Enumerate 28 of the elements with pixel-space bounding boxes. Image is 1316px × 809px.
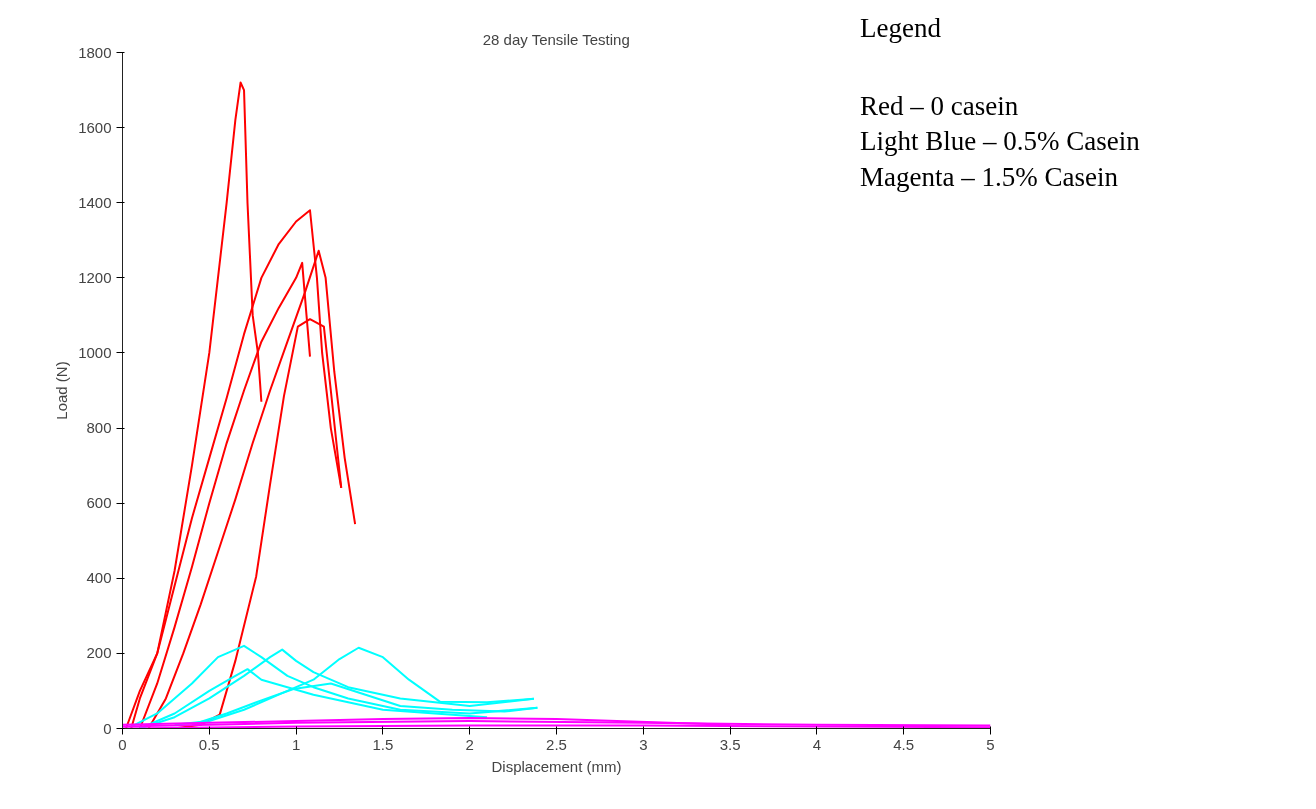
chart-title: 28 day Tensile Testing (482, 30, 630, 48)
text: Legend (860, 13, 942, 44)
y-tick-label: 1600 (78, 118, 112, 136)
y-tick-label: 1800 (78, 43, 112, 61)
y-tick-label: 1200 (78, 268, 112, 286)
x-tick-label: 5 (986, 735, 995, 753)
annotation: Magenta – 1.5% Casein (860, 162, 1119, 193)
x-tick-label: 3 (639, 735, 648, 753)
x-tick-label: 1.5 (372, 735, 394, 753)
y-tick-label: 400 (86, 569, 112, 587)
x-tick-label: 4 (812, 735, 822, 753)
y-tick-label: 1000 (78, 343, 112, 361)
x-tick-label: 2 (465, 735, 474, 753)
y-tick-label: 800 (86, 419, 112, 437)
x-tick-label: 2.5 (546, 735, 567, 753)
x-tick-label: 0.5 (198, 735, 220, 753)
y-tick-label: 600 (86, 494, 112, 512)
annotation: Light Blue – 0.5% Casein (860, 126, 1140, 158)
y-tick-label: 200 (86, 644, 112, 662)
x-tick-label: 0 (118, 735, 127, 753)
y-tick-label: 0 (103, 719, 112, 737)
annotation: Red – 0 casein (860, 90, 1020, 122)
y-tick-label: 1400 (78, 193, 112, 211)
x-tick-label: 3.5 (719, 735, 741, 753)
x-axis-title: Displacement (mm) (491, 757, 622, 775)
x-tick-label: 1 (291, 735, 301, 753)
y-axis-title: Load (N) (53, 361, 71, 420)
x-tick-label: 4.5 (893, 735, 915, 753)
